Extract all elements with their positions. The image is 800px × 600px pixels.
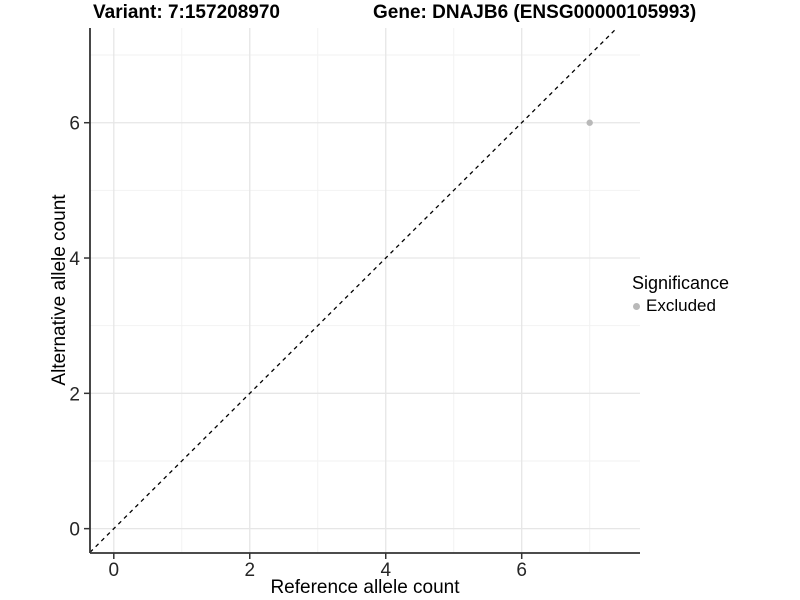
identity-reference-line [89, 27, 618, 553]
x-tick-label: 6 [516, 560, 527, 581]
x-axis-title: Reference allele count [270, 577, 460, 598]
data-point [586, 119, 593, 126]
y-tick-label: 2 [69, 384, 80, 405]
plot-title-gene: Gene: DNAJB6 (ENSG00000105993) [373, 2, 697, 23]
legend-point-icon [633, 302, 640, 310]
legend-entry-label: Excluded [646, 296, 716, 315]
y-tick-label: 0 [69, 520, 80, 541]
legend-title: Significance [632, 273, 730, 293]
legend-entry-excluded: Excluded [630, 296, 729, 316]
y-tick-label: 4 [69, 249, 80, 270]
plot-title-variant: Variant: 7:157208970 [93, 2, 280, 23]
x-tick-label: 0 [109, 560, 120, 581]
x-tick-label: 4 [380, 560, 391, 581]
y-tick-label: 6 [69, 114, 80, 135]
x-tick-label: 2 [244, 560, 255, 581]
y-axis-title: Alternative allele count [49, 194, 70, 386]
legend: Significance Excluded [630, 273, 729, 316]
